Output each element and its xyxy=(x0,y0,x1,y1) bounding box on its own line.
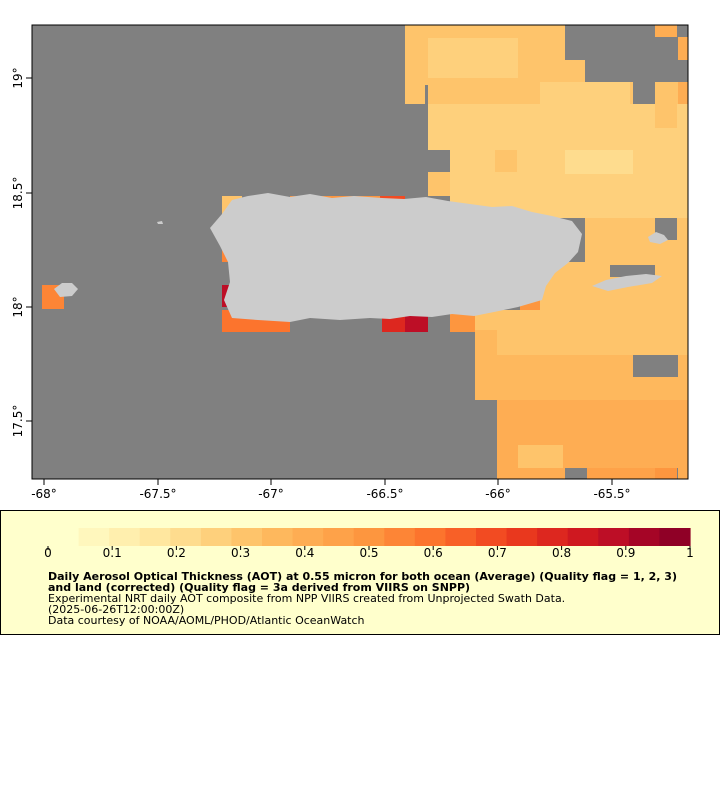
no-data-gap xyxy=(585,60,688,82)
lon-tick-label: -67.5° xyxy=(139,487,176,500)
aot-cells xyxy=(42,25,688,479)
colorbar-tick-label: 0.4 xyxy=(295,546,314,560)
legend-date: (2025-06-26T12:00:00Z) xyxy=(48,603,185,616)
legend-credit: Data courtesy of NOAA/AOML/PHOD/Atlantic… xyxy=(48,614,365,627)
aot-cell xyxy=(428,172,450,196)
no-data-gap xyxy=(428,150,450,172)
aot-cell xyxy=(497,468,565,479)
aot-cell xyxy=(405,82,425,104)
aot-cell xyxy=(678,82,688,104)
aot-cell xyxy=(565,150,633,174)
aot-cell xyxy=(678,37,688,60)
lat-tick-label: 17.5° xyxy=(11,405,25,438)
colorbar-swatch xyxy=(48,528,80,546)
aot-cell xyxy=(475,330,497,400)
legend-description: Experimental NRT daily AOT composite fro… xyxy=(48,592,566,605)
colorbar-swatch xyxy=(567,528,599,546)
desecheo-island-land xyxy=(157,221,163,224)
colorbar-swatches xyxy=(48,528,691,546)
axis-ticks xyxy=(26,77,613,485)
lon-tick-label: -66° xyxy=(485,487,511,500)
colorbar-swatch xyxy=(200,528,233,546)
no-data-gap xyxy=(565,468,587,479)
colorbar-tick-label: 0.1 xyxy=(103,546,122,560)
aot-cell xyxy=(587,468,655,479)
aot-cell xyxy=(540,82,630,104)
colorbar-swatch xyxy=(231,528,263,546)
no-data-gap xyxy=(610,265,655,277)
colorbar-tick-label: 0.6 xyxy=(424,546,443,560)
colorbar-tick-label: 0.2 xyxy=(167,546,186,560)
colorbar-ticks: 0 0.1 0.2 0.3 0.4 0.5 0.6 0.7 0.8 0.9 1 xyxy=(44,546,694,560)
colorbar-swatch xyxy=(537,528,569,546)
colorbar-swatch xyxy=(628,528,661,546)
aot-cell xyxy=(405,315,428,332)
aot-cell xyxy=(428,104,688,152)
lat-tick-label: 18.5° xyxy=(11,177,25,210)
aot-cell xyxy=(495,150,517,172)
colorbar-swatch xyxy=(598,528,630,546)
colorbar-tick-label: 0.8 xyxy=(552,546,571,560)
lon-tick-label: -66.5° xyxy=(366,487,403,500)
lon-tick-label: -67° xyxy=(258,487,284,500)
lat-tick-label: 19° xyxy=(11,67,25,88)
colorbar-swatch xyxy=(139,528,171,546)
aot-cell xyxy=(428,38,518,78)
colorbar-tick-label: 1 xyxy=(686,546,694,560)
colorbar-tick-label: 0 xyxy=(44,546,52,560)
puerto-rico-land xyxy=(210,193,582,322)
aot-cell xyxy=(655,104,677,128)
colorbar-swatch xyxy=(292,528,324,546)
aot-cell xyxy=(655,25,677,37)
aot-cell xyxy=(475,310,688,355)
colorbar-swatch xyxy=(109,528,141,546)
colorbar-swatch xyxy=(170,528,202,546)
no-data-gap xyxy=(633,355,678,377)
colorbar-swatch xyxy=(384,528,416,546)
colorbar-tick-label: 0.3 xyxy=(231,546,250,560)
aot-cell xyxy=(678,468,688,479)
legend-panel: 0 0.1 0.2 0.3 0.4 0.5 0.6 0.7 0.8 0.9 1 Daily Aero… xyxy=(0,510,720,635)
map: -68° -67.5° -67° -66.5° -66° -65.5° 19° … xyxy=(11,24,689,500)
lat-tick-label: 18° xyxy=(11,296,25,317)
vieques-land xyxy=(592,274,662,291)
colorbar-tick-label: 0.7 xyxy=(488,546,507,560)
colorbar-tick-label: 0.9 xyxy=(616,546,635,560)
colorbar-swatch xyxy=(445,528,477,546)
colorbar-swatch xyxy=(506,528,538,546)
colorbar-swatch xyxy=(659,528,691,546)
colorbar: 0 0.1 0.2 0.3 0.4 0.5 0.6 0.7 0.8 0.9 1 xyxy=(44,528,694,560)
no-data-gap xyxy=(565,38,655,60)
land xyxy=(54,193,668,322)
colorbar-swatch xyxy=(262,528,294,546)
legend-title: Daily Aerosol Optical Thickness (AOT) at… xyxy=(48,570,677,594)
aot-cell xyxy=(518,38,563,60)
colorbar-swatch xyxy=(323,528,355,546)
colorbar-tick-label: 0.5 xyxy=(359,546,378,560)
mona-island-land xyxy=(54,283,78,297)
aot-cell xyxy=(518,445,563,468)
lon-tick-label: -65.5° xyxy=(593,487,630,500)
colorbar-swatch xyxy=(414,528,447,546)
no-data-gap xyxy=(633,82,655,104)
colorbar-swatch xyxy=(78,528,110,546)
aot-cell xyxy=(565,60,585,85)
aot-cell xyxy=(655,468,677,479)
map-frame xyxy=(31,24,689,480)
colorbar-swatch xyxy=(476,528,508,546)
culebra-land xyxy=(648,232,668,244)
lon-tick-label: -68° xyxy=(31,487,57,500)
colorbar-swatch xyxy=(353,528,385,546)
